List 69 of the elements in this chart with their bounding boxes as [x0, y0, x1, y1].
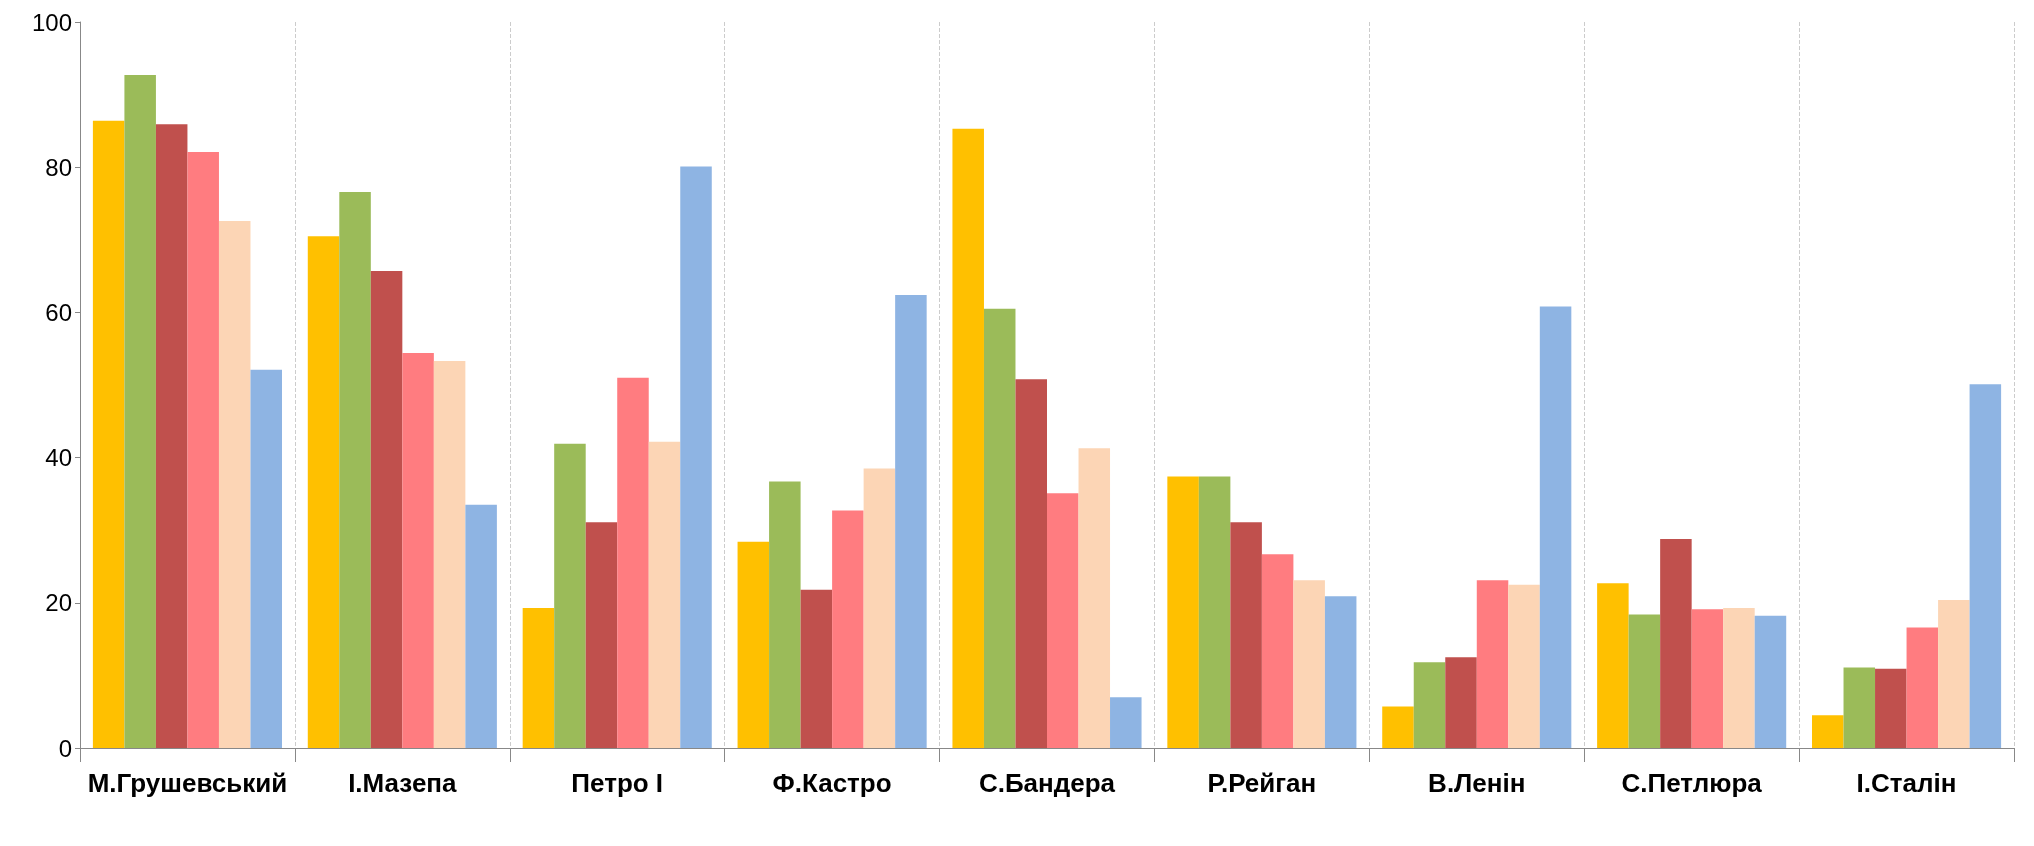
- bar: [1476, 580, 1509, 748]
- bar: [1293, 580, 1325, 748]
- bar: [1167, 476, 1199, 748]
- bar: [1875, 668, 1907, 748]
- bar: [1047, 493, 1079, 748]
- bar: [1324, 596, 1357, 748]
- bar: [1691, 609, 1724, 748]
- x-tick-label: Р.Рейган: [1207, 768, 1317, 798]
- x-tick-label: В.Ленін: [1428, 768, 1526, 798]
- bar: [1110, 697, 1142, 748]
- x-tick-label: С.Бандера: [978, 768, 1116, 798]
- bar: [1382, 706, 1414, 748]
- bar: [617, 377, 649, 748]
- bar: [250, 369, 282, 748]
- bar: [402, 353, 434, 748]
- x-tick-label: Ф.Кастро: [772, 768, 892, 798]
- bar: [1508, 584, 1540, 748]
- x-tick-label: М.Грушевський: [87, 768, 288, 798]
- bar: [1445, 657, 1477, 748]
- y-tick-label: 20: [45, 589, 72, 617]
- bar: [554, 443, 586, 748]
- bar: [465, 504, 497, 748]
- bar: [307, 236, 340, 748]
- bar: [1723, 607, 1755, 748]
- bar: [1660, 538, 1692, 748]
- bar: [1754, 615, 1787, 748]
- bar: [1015, 379, 1047, 748]
- bar: [983, 308, 1016, 748]
- bar: [1938, 599, 1970, 748]
- bar: [1843, 667, 1876, 748]
- bar: [1230, 522, 1262, 748]
- bar: [155, 124, 188, 748]
- bar: [952, 128, 984, 748]
- bar: [124, 75, 156, 748]
- bar: [800, 589, 833, 748]
- x-tick-label: І.Сталін: [1856, 768, 1957, 798]
- y-tick-label: 60: [45, 298, 72, 326]
- bar: [648, 441, 681, 748]
- bar: [832, 510, 864, 748]
- bar: [680, 166, 712, 748]
- bar: [769, 481, 801, 748]
- bar: [1812, 715, 1844, 748]
- bar: [1597, 583, 1629, 748]
- bar: [1261, 554, 1294, 748]
- bar: [863, 468, 896, 748]
- y-tick-label: 100: [31, 8, 72, 36]
- bar: [218, 220, 251, 748]
- bar: [1078, 448, 1111, 748]
- bar: [187, 151, 219, 748]
- bar: [370, 271, 403, 748]
- x-tick-label: І.Мазепа: [348, 768, 458, 798]
- bar: [92, 120, 125, 748]
- y-tick-label: 80: [45, 153, 72, 181]
- x-tick-label: С.Петлюра: [1621, 768, 1763, 798]
- bar: [1539, 306, 1572, 748]
- bar: [522, 607, 555, 748]
- y-tick-label: 0: [58, 734, 72, 762]
- bar: [737, 541, 770, 748]
- x-tick-label: Петро І: [571, 768, 664, 798]
- bar: [339, 191, 371, 748]
- bar: [1413, 662, 1446, 748]
- bar: [1628, 614, 1661, 748]
- bar: [895, 294, 927, 748]
- bar: [433, 361, 466, 748]
- bar: [1969, 384, 2002, 748]
- bar: [1198, 476, 1231, 748]
- y-tick-label: 40: [45, 444, 72, 472]
- bar: [1906, 627, 1939, 748]
- bar: [585, 522, 618, 748]
